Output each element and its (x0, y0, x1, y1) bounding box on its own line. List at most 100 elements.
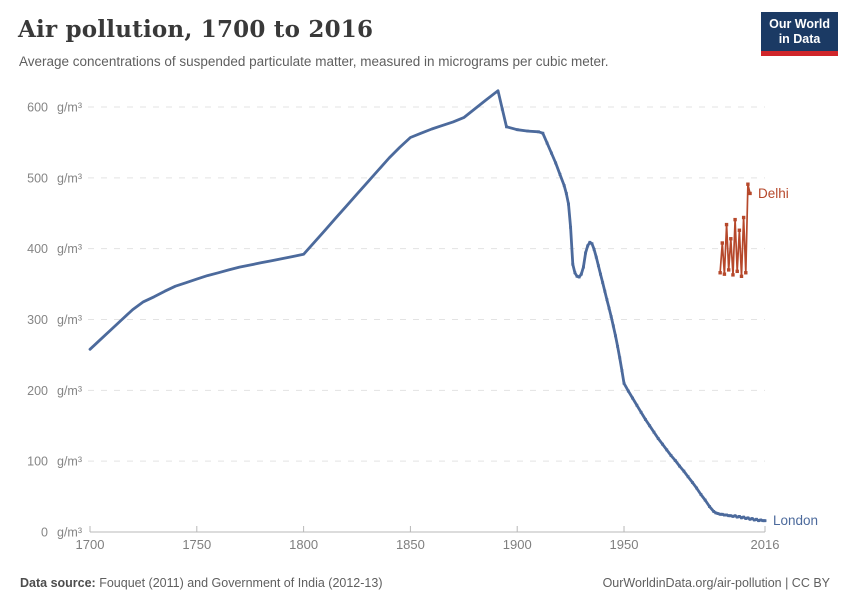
london-point-2010[interactable] (750, 517, 754, 520)
london-point-1929[interactable] (577, 275, 581, 279)
london-point-1938[interactable] (596, 264, 600, 268)
london-point-1950[interactable] (622, 381, 626, 385)
london-point-1960[interactable] (643, 417, 647, 421)
london-point-1922[interactable] (562, 184, 566, 188)
london-line[interactable] (88, 89, 767, 523)
london-point-2001[interactable] (731, 515, 735, 518)
delhi-point-2001[interactable] (731, 273, 735, 277)
london-point-1974[interactable] (673, 459, 677, 462)
london-point-2003[interactable] (735, 515, 739, 519)
london-point-1946[interactable] (614, 334, 617, 338)
delhi-point-2003[interactable] (735, 269, 739, 274)
london-point-1978[interactable] (682, 469, 686, 473)
london-point-2002[interactable] (733, 514, 737, 518)
london-point-1926[interactable] (571, 262, 575, 266)
london-point-1920[interactable] (558, 172, 562, 176)
london-point-2016[interactable] (763, 519, 767, 523)
delhi-point-2006[interactable] (741, 215, 746, 220)
london-point-2014[interactable] (759, 518, 763, 522)
london-point-1928[interactable] (575, 274, 579, 278)
london-point-1948[interactable] (618, 356, 622, 360)
london-point-1995[interactable] (718, 512, 722, 516)
london-point-1968[interactable] (661, 442, 664, 446)
delhi-series-label[interactable]: Delhi (758, 186, 789, 201)
london-point-1939[interactable] (599, 272, 602, 276)
delhi-point-1999[interactable] (726, 268, 731, 272)
delhi-point-1997[interactable] (722, 272, 727, 276)
london-point-1940[interactable] (601, 281, 605, 285)
london-point-1997[interactable] (723, 513, 726, 517)
london-point-1982[interactable] (690, 481, 694, 484)
london-point-1984[interactable] (695, 486, 699, 490)
london-point-2011[interactable] (752, 518, 756, 522)
london-point-1998[interactable] (725, 513, 728, 517)
london-point-1937[interactable] (594, 255, 598, 259)
london-point-1992[interactable] (712, 510, 716, 513)
london-point-1947[interactable] (616, 345, 620, 348)
london-point-1936[interactable] (592, 247, 596, 251)
london-point-2012[interactable] (755, 517, 758, 521)
london-point-1993[interactable] (714, 511, 718, 515)
london-point-1943[interactable] (607, 306, 611, 310)
london-point-1930[interactable] (579, 272, 583, 276)
london-point-1925[interactable] (569, 226, 573, 229)
london-point-1962[interactable] (648, 424, 652, 428)
delhi-point-2009[interactable] (748, 191, 752, 196)
delhi-point-2008[interactable] (746, 182, 750, 186)
london-point-1958[interactable] (639, 410, 643, 414)
london-point-1954[interactable] (631, 396, 634, 400)
london-point-2000[interactable] (729, 514, 733, 518)
london-point-1996[interactable] (720, 512, 724, 516)
london-point-1900[interactable] (515, 128, 519, 132)
delhi-point-1995[interactable] (718, 271, 722, 275)
london-point-1966[interactable] (656, 437, 660, 440)
london-point-1990[interactable] (708, 505, 711, 508)
delhi-line[interactable] (719, 183, 751, 278)
delhi-point-1996[interactable] (720, 241, 724, 245)
london-point-1935[interactable] (590, 242, 594, 246)
london-point-1952[interactable] (626, 389, 630, 393)
delhi-point-1998[interactable] (724, 222, 729, 227)
london-point-1931[interactable] (582, 265, 585, 269)
london-point-1949[interactable] (620, 369, 624, 372)
london-point-1895[interactable] (505, 125, 508, 129)
london-point-1912[interactable] (541, 131, 545, 135)
london-point-1933[interactable] (586, 244, 590, 248)
london-point-1905[interactable] (526, 129, 530, 133)
london-point-1942[interactable] (605, 298, 609, 302)
london-point-2008[interactable] (746, 516, 750, 520)
delhi-point-2007[interactable] (744, 271, 748, 275)
owid-license-link[interactable]: OurWorldinData.org/air-pollution | CC BY (602, 576, 830, 590)
london-point-1970[interactable] (665, 448, 669, 452)
delhi-point-2000[interactable] (729, 237, 733, 241)
london-point-1934[interactable] (588, 240, 592, 244)
london-point-2009[interactable] (748, 517, 752, 521)
london-point-1986[interactable] (699, 493, 703, 496)
delhi-point-2004[interactable] (737, 228, 742, 232)
london-point-1916[interactable] (549, 151, 553, 155)
london-point-1918[interactable] (554, 161, 558, 165)
delhi-point-2005[interactable] (739, 274, 744, 278)
london-point-1923[interactable] (564, 192, 568, 195)
london-point-1999[interactable] (727, 514, 731, 518)
london-point-1980[interactable] (686, 475, 690, 479)
london-point-1988[interactable] (703, 498, 707, 502)
london-point-1893[interactable] (500, 107, 504, 111)
london-point-2004[interactable] (737, 515, 741, 518)
london-point-1994[interactable] (716, 512, 720, 515)
london-point-2013[interactable] (757, 519, 760, 523)
london-point-1932[interactable] (584, 251, 587, 255)
owid-logo[interactable]: Our World in Data (761, 12, 838, 56)
london-point-2015[interactable] (761, 519, 765, 523)
london-point-1972[interactable] (669, 454, 673, 457)
delhi-point-2002[interactable] (733, 217, 737, 222)
london-point-1941[interactable] (603, 289, 607, 293)
london-point-1927[interactable] (573, 271, 577, 275)
london-point-1976[interactable] (678, 464, 681, 468)
london-point-1910[interactable] (537, 130, 540, 134)
london-point-1964[interactable] (652, 430, 656, 434)
london-point-1956[interactable] (635, 403, 639, 407)
london-point-1914[interactable] (545, 141, 549, 145)
london-point-2005[interactable] (740, 516, 743, 520)
london-series-label[interactable]: London (773, 513, 818, 528)
